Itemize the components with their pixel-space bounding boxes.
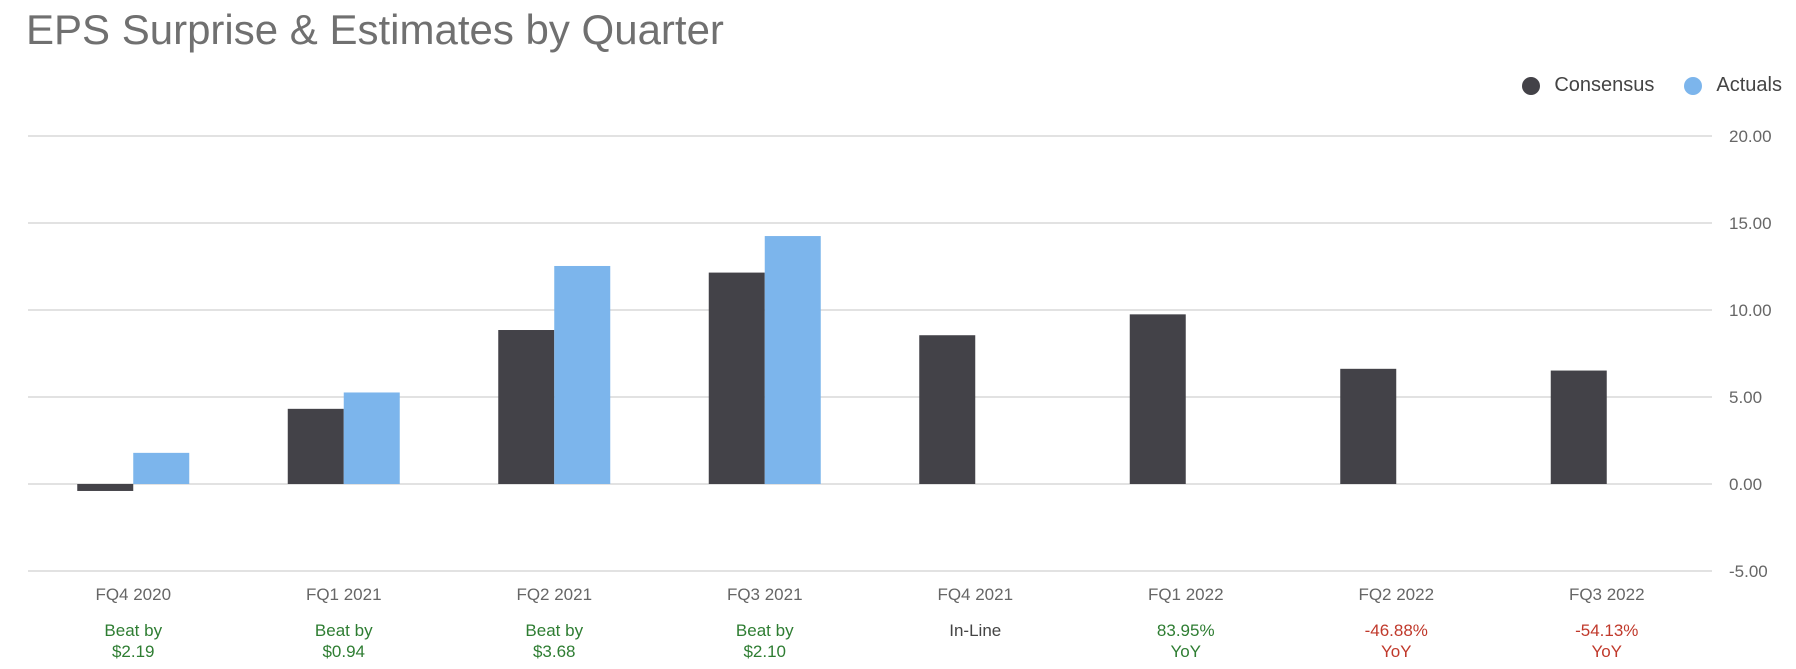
bar-actuals bbox=[764, 236, 821, 484]
x-category-label: FQ2 2021 bbox=[516, 585, 592, 604]
annotation-line2: YoY bbox=[1170, 642, 1201, 661]
bar-consensus bbox=[498, 330, 555, 484]
bar-consensus bbox=[1340, 368, 1397, 484]
legend-item-actuals[interactable]: Actuals bbox=[1684, 74, 1782, 97]
y-tick-label: -5.00 bbox=[1729, 562, 1768, 581]
annotation-line2: $3.68 bbox=[533, 642, 576, 661]
annotation-line2: $2.19 bbox=[112, 642, 155, 661]
y-tick-label: 0.00 bbox=[1729, 475, 1762, 494]
bar-consensus bbox=[708, 272, 765, 484]
bar-actuals bbox=[554, 265, 611, 484]
annotation-line2: YoY bbox=[1381, 642, 1412, 661]
legend-actuals-label: Actuals bbox=[1716, 74, 1782, 96]
bar-consensus bbox=[287, 408, 344, 484]
annotation-line1: Beat by bbox=[525, 621, 583, 640]
grid-lines bbox=[28, 135, 1712, 572]
annotation-line1: -54.13% bbox=[1575, 621, 1638, 640]
surprise-annotations: Beat by $2.19 Beat by $0.94 Beat by $3.68 Beat… bbox=[104, 621, 1638, 661]
x-category-label: FQ1 2022 bbox=[1148, 585, 1224, 604]
x-category-label: FQ2 2022 bbox=[1358, 585, 1434, 604]
bar-consensus bbox=[1550, 370, 1607, 484]
y-tick-label: 5.00 bbox=[1729, 388, 1762, 407]
bar-consensus bbox=[77, 484, 134, 491]
annotation-line2: YoY bbox=[1591, 642, 1622, 661]
bar-consensus bbox=[919, 335, 976, 484]
annotation-line1: -46.88% bbox=[1365, 621, 1428, 640]
x-category-label: FQ3 2021 bbox=[727, 585, 803, 604]
annotation-line1: Beat by bbox=[736, 621, 794, 640]
chart-title: EPS Surprise & Estimates by Quarter bbox=[26, 6, 724, 53]
legend: Consensus Actuals bbox=[1492, 74, 1782, 97]
annotation-line2: $2.10 bbox=[743, 642, 786, 661]
y-tick-label: 20.00 bbox=[1729, 127, 1772, 146]
annotation-line1: In-Line bbox=[949, 621, 1001, 640]
legend-consensus-dot-icon bbox=[1522, 76, 1541, 95]
legend-consensus-label: Consensus bbox=[1554, 74, 1655, 96]
y-tick-label: 10.00 bbox=[1729, 301, 1772, 320]
y-tick-label: 15.00 bbox=[1729, 214, 1772, 233]
annotation-line1: Beat by bbox=[315, 621, 373, 640]
annotation-line1: 83.95% bbox=[1157, 621, 1215, 640]
x-category-label: FQ4 2020 bbox=[95, 585, 171, 604]
annotation-line2: $0.94 bbox=[322, 642, 365, 661]
bar-consensus bbox=[1129, 314, 1186, 484]
x-axis-labels: FQ4 2020 FQ1 2021 FQ2 2021 FQ3 2021 FQ4 2021… bbox=[95, 585, 1644, 604]
x-category-label: FQ1 2021 bbox=[306, 585, 382, 604]
legend-item-consensus[interactable]: Consensus bbox=[1522, 74, 1654, 97]
bar-actuals bbox=[343, 392, 400, 484]
annotation-line1: Beat by bbox=[104, 621, 162, 640]
bar-actuals bbox=[133, 452, 190, 484]
y-axis-labels: -5.00 0.00 5.00 10.00 15.00 20.00 bbox=[1729, 127, 1772, 581]
bars bbox=[77, 236, 1607, 491]
legend-actuals-dot-icon bbox=[1684, 76, 1703, 95]
x-category-label: FQ4 2021 bbox=[937, 585, 1013, 604]
x-category-label: FQ3 2022 bbox=[1569, 585, 1645, 604]
